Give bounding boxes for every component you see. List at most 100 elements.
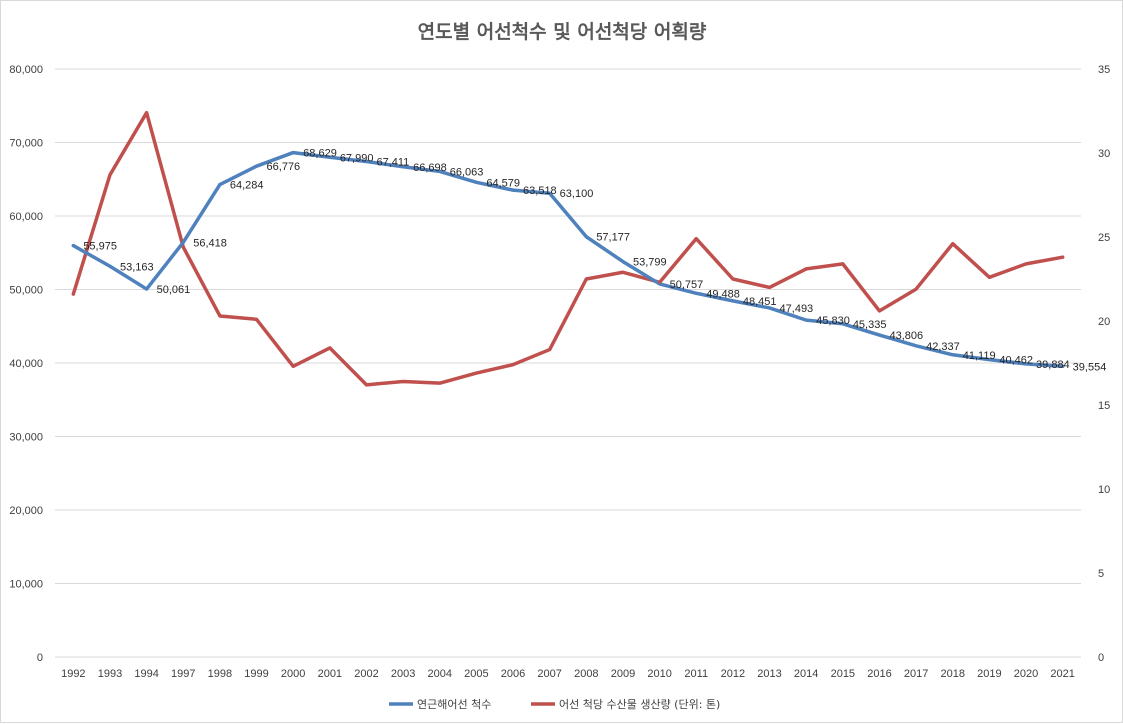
data-label: 67,411 — [376, 157, 409, 169]
y-left-tick-label: 60,000 — [9, 211, 43, 223]
x-tick-label: 2001 — [318, 668, 342, 680]
x-tick-label: 2004 — [428, 668, 452, 680]
data-point-per-vessel-production — [511, 363, 515, 367]
data-point-vessel-count — [987, 358, 991, 362]
data-point-per-vessel-production — [768, 285, 772, 289]
legend-label-vessel-count: 연근해어선 척수 — [417, 697, 491, 711]
data-point-per-vessel-production — [401, 379, 405, 383]
x-tick-label: 2012 — [721, 668, 745, 680]
data-label: 40,462 — [999, 355, 1033, 367]
x-tick-label: 2013 — [757, 668, 781, 680]
y-left-tick-label: 40,000 — [9, 358, 43, 370]
data-label: 39,554 — [1073, 361, 1107, 373]
data-point-per-vessel-production — [218, 314, 222, 318]
data-label: 66,063 — [450, 166, 484, 178]
y-left-tick-label: 20,000 — [9, 505, 43, 517]
x-tick-label: 2011 — [684, 668, 708, 680]
data-point-vessel-count — [804, 318, 808, 322]
data-point-vessel-count — [768, 306, 772, 310]
data-point-per-vessel-production — [181, 245, 185, 249]
y-right-tick-label: 20 — [1098, 316, 1110, 328]
legend: 연근해어선 척수 어선 척당 수산물 생산량 (단위: 톤) — [389, 697, 720, 711]
chart-title: 연도별 어선척수 및 어선척당 어획량 — [418, 21, 707, 43]
data-point-vessel-count — [328, 155, 332, 159]
y-right-tick-label: 30 — [1098, 148, 1110, 160]
legend-label-per-vessel-production: 어선 척당 수산물 생산량 (단위: 톤) — [559, 698, 720, 711]
data-label: 43,806 — [889, 330, 923, 342]
x-tick-label: 1999 — [244, 668, 268, 680]
data-label: 63,100 — [560, 188, 594, 200]
x-tick-label: 2005 — [464, 668, 488, 680]
x-tick-label: 2017 — [904, 668, 928, 680]
data-label: 66,698 — [413, 162, 447, 174]
data-point-vessel-count — [621, 260, 625, 264]
y-right-tick-label: 25 — [1098, 232, 1110, 244]
data-point-vessel-count — [877, 333, 881, 337]
data-point-per-vessel-production — [621, 270, 625, 274]
y-right-tick-label: 10 — [1098, 484, 1110, 496]
x-tick-label: 2018 — [941, 668, 965, 680]
x-tick-label: 2010 — [647, 668, 671, 680]
data-label: 53,163 — [120, 261, 154, 273]
x-tick-label: 2007 — [537, 668, 561, 680]
data-point-per-vessel-production — [658, 280, 662, 284]
y-right-tick-label: 5 — [1098, 568, 1104, 580]
data-point-vessel-count — [914, 344, 918, 348]
y-left-tick-label: 0 — [37, 652, 43, 664]
data-point-vessel-count — [841, 322, 845, 326]
data-point-per-vessel-production — [255, 317, 259, 321]
data-point-per-vessel-production — [731, 277, 735, 281]
data-label: 64,284 — [230, 180, 264, 192]
x-tick-label: 1993 — [98, 668, 122, 680]
data-label: 50,061 — [157, 284, 191, 296]
y-right-tick-label: 15 — [1098, 400, 1110, 412]
data-label: 45,830 — [816, 315, 850, 327]
x-tick-label: 2000 — [281, 668, 305, 680]
data-point-vessel-count — [255, 164, 259, 168]
data-point-vessel-count — [218, 183, 222, 187]
x-tick-label: 2021 — [1050, 668, 1074, 680]
data-label: 49,488 — [706, 288, 740, 300]
x-tick-label: 1994 — [134, 668, 158, 680]
data-point-per-vessel-production — [548, 348, 552, 352]
data-point-per-vessel-production — [951, 242, 955, 246]
data-label: 42,337 — [926, 341, 960, 353]
x-tick-label: 2009 — [611, 668, 635, 680]
data-point-vessel-count — [291, 151, 295, 155]
data-point-per-vessel-production — [914, 287, 918, 291]
data-point-per-vessel-production — [987, 275, 991, 279]
data-label: 68,629 — [303, 148, 337, 160]
x-tick-label: 2015 — [831, 668, 855, 680]
data-label: 56,418 — [193, 237, 227, 249]
series-line-vessel-count — [71, 150, 1065, 369]
x-tick-label: 1997 — [171, 668, 195, 680]
data-point-vessel-count — [731, 299, 735, 303]
x-tick-label: 2014 — [794, 668, 818, 680]
data-label: 45,335 — [853, 319, 887, 331]
y-left-tick-label: 30,000 — [9, 432, 43, 444]
y-left-tick-label: 50,000 — [9, 285, 43, 297]
data-point-vessel-count — [548, 191, 552, 195]
x-tick-label: 2019 — [977, 668, 1001, 680]
data-point-per-vessel-production — [1061, 255, 1065, 259]
x-tick-label: 2016 — [867, 668, 891, 680]
data-point-vessel-count — [1061, 364, 1065, 368]
data-point-per-vessel-production — [1024, 262, 1028, 266]
data-point-vessel-count — [401, 165, 405, 169]
y-left-tick-label: 70,000 — [9, 138, 43, 150]
data-point-vessel-count — [108, 264, 112, 268]
y-right-tick-label: 0 — [1098, 652, 1104, 664]
data-point-vessel-count — [181, 240, 185, 244]
data-label: 53,799 — [633, 257, 667, 269]
y-left-tick-label: 10,000 — [9, 579, 43, 591]
data-label: 39,884 — [1036, 359, 1070, 371]
data-point-per-vessel-production — [877, 309, 881, 313]
data-point-vessel-count — [71, 244, 75, 248]
data-point-vessel-count — [438, 169, 442, 173]
data-point-vessel-count — [1024, 362, 1028, 366]
data-point-per-vessel-production — [291, 364, 295, 368]
x-tick-label: 2020 — [1014, 668, 1038, 680]
data-point-per-vessel-production — [364, 383, 368, 387]
